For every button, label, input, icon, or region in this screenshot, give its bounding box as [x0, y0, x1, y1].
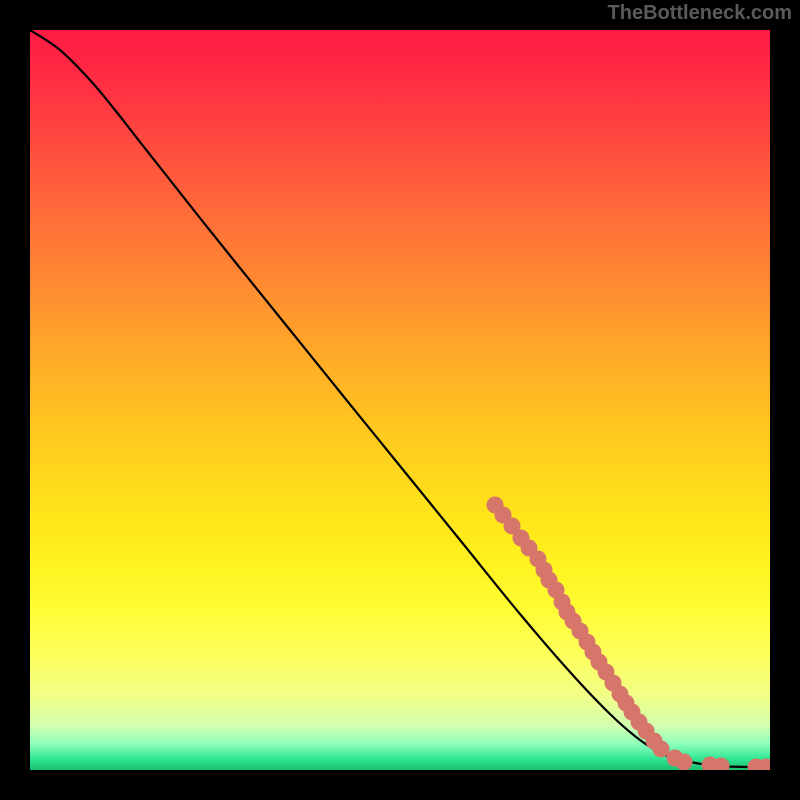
chart-container: { "watermark": { "text": "TheBottleneck.… [0, 0, 800, 800]
watermark-text: TheBottleneck.com [608, 2, 792, 25]
data-marker [676, 754, 693, 771]
chart-overlay [30, 30, 770, 770]
plot-area [30, 30, 770, 770]
data-marker [653, 741, 670, 758]
bottleneck-curve [30, 30, 770, 767]
